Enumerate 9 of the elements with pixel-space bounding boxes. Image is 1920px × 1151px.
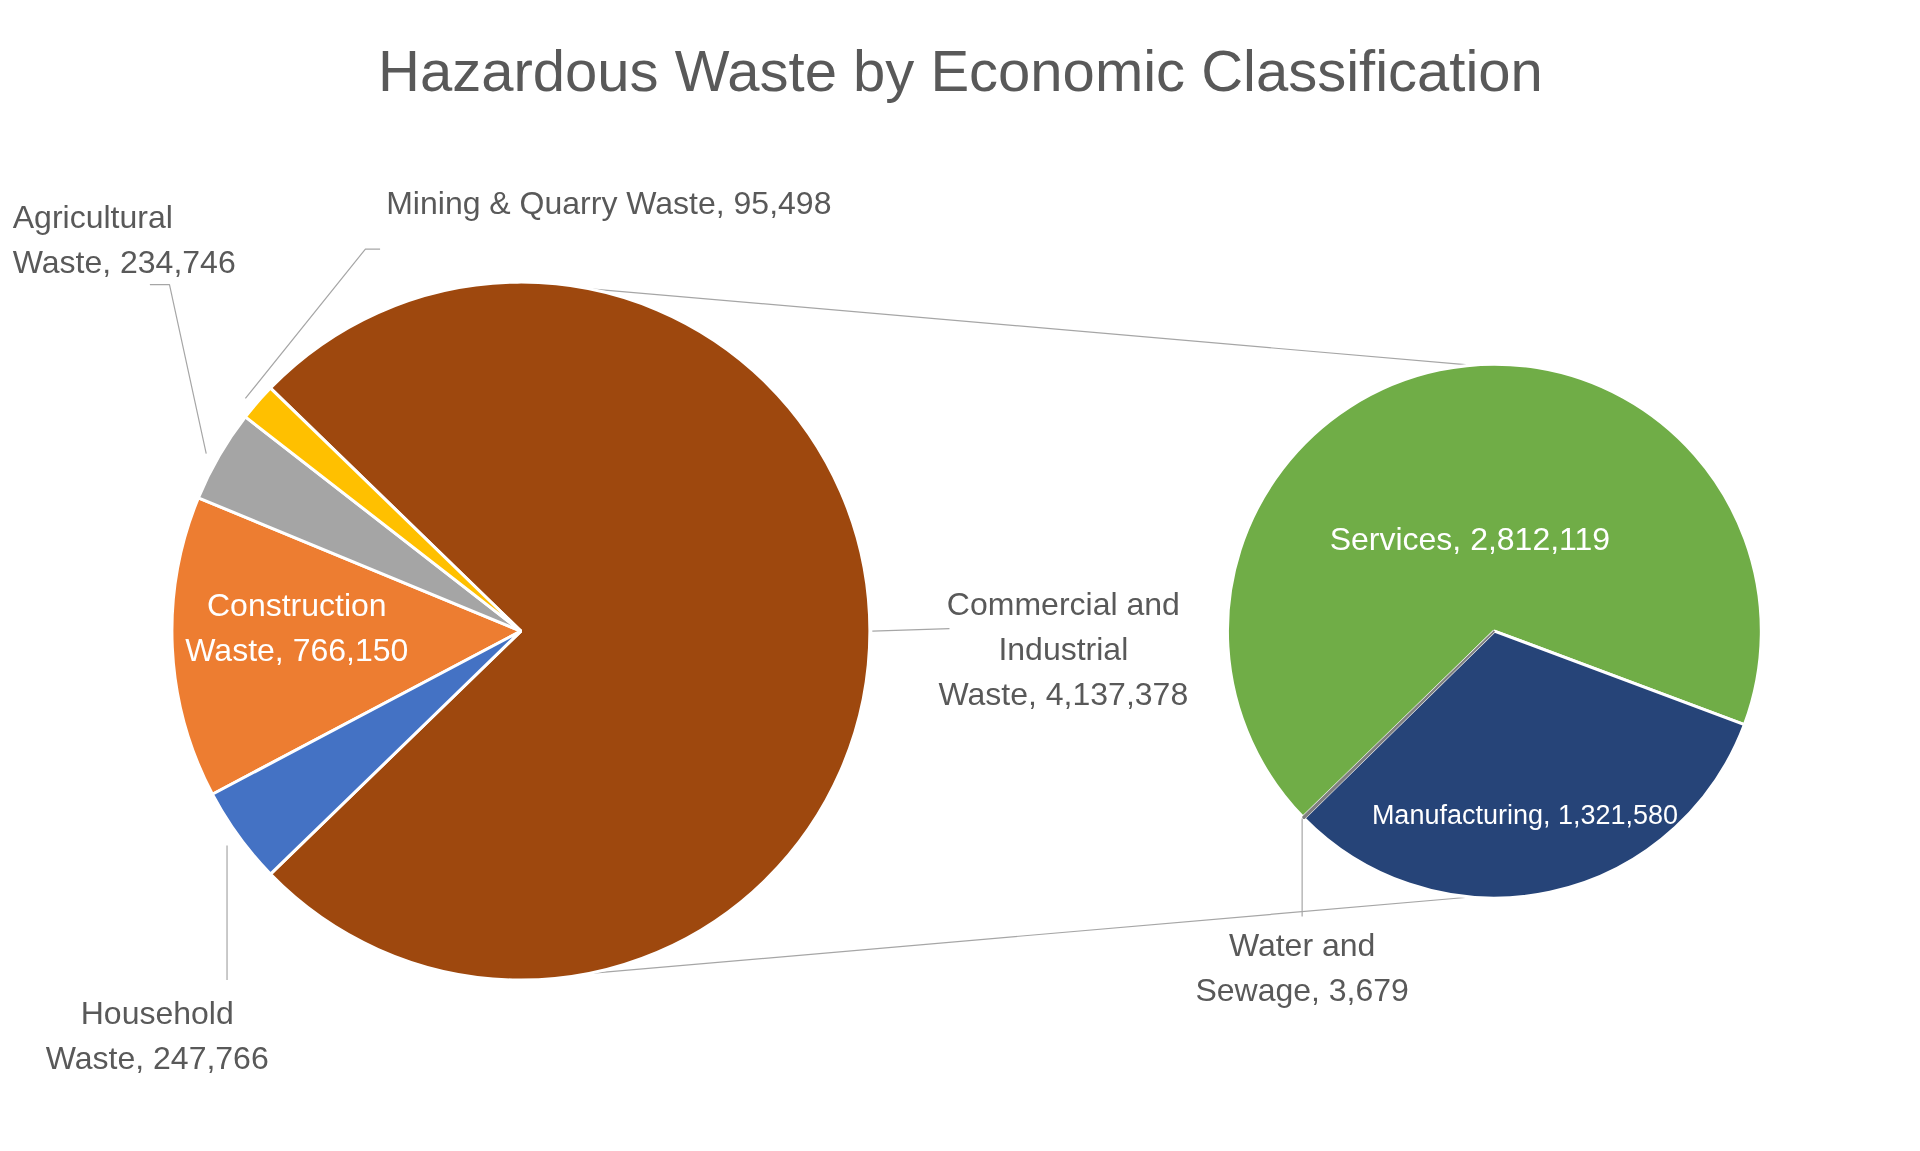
slice-label: Commercial and Industrial Waste, 4,137,378 [938,586,1189,713]
slice-label: Services, 2,812,119 [1329,521,1611,558]
slice-label: Manufacturing, 1,321,580 [1371,799,1679,830]
slice-label: Household Waste, 247,766 [45,994,269,1076]
slice-label: Agricultural Waste, 234,746 [12,198,236,280]
slice-label: Water and Sewage, 3,679 [1195,927,1409,1009]
chart-title: Hazardous Waste by Economic Classification [378,37,1543,103]
slice-label: Construction Waste, 766,150 [185,586,409,668]
slice-label: Mining & Quarry Waste, 95,498 [386,184,832,221]
